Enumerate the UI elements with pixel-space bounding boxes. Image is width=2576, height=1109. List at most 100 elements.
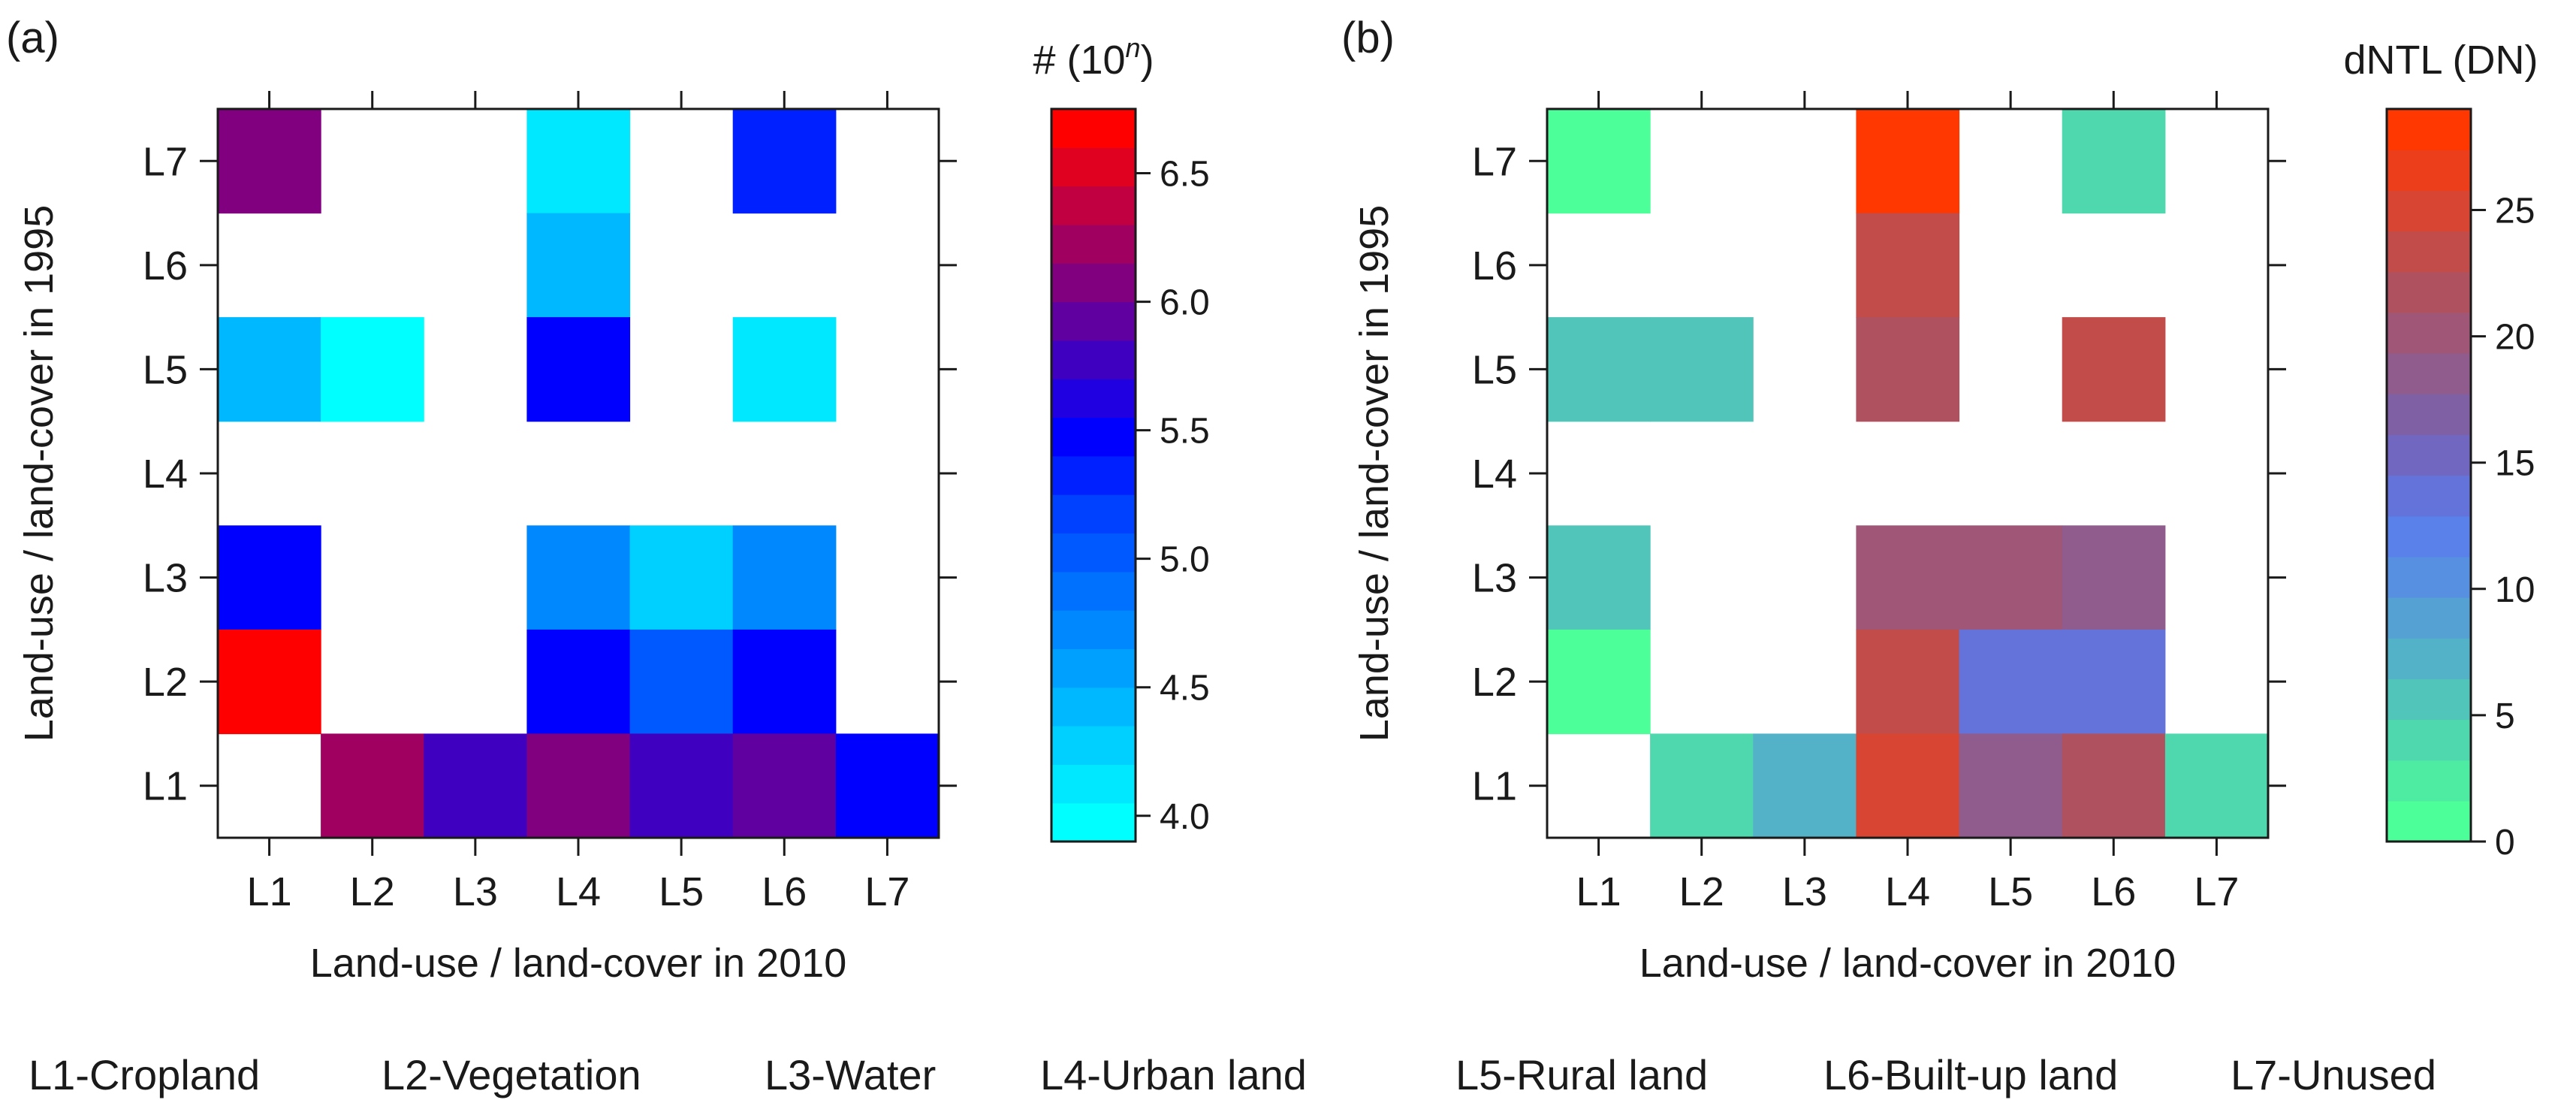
heatmap-cell-l4-l5 xyxy=(1856,317,1960,422)
heatmap-cell-l1-l3 xyxy=(1547,525,1651,630)
legend-item-l6: L6-Built-up land xyxy=(1823,1051,2118,1098)
heatmap-cell-l4-l3 xyxy=(1856,525,1960,630)
heatmap-cell-l1-l3 xyxy=(218,525,321,630)
y-tick-label-l5: L5 xyxy=(143,347,188,392)
colorbar-segment xyxy=(1051,494,1136,534)
colorbar-segment xyxy=(2387,678,2471,721)
colorbar-title: # (10n) xyxy=(1033,32,1154,83)
colorbar-segment xyxy=(2387,597,2471,639)
x-tick-label-l6: L6 xyxy=(762,869,807,914)
colorbar-segment xyxy=(1051,186,1136,225)
colorbar-tick-label: 20 xyxy=(2495,318,2535,358)
heatmap-cell-l6-l2 xyxy=(732,629,837,735)
colorbar-segment xyxy=(1051,610,1136,649)
y-tick-label-l3: L3 xyxy=(1472,556,1517,601)
y-tick-label-l4: L4 xyxy=(143,452,188,497)
heatmap-cell-l1-l5 xyxy=(218,317,321,422)
colorbar-segment xyxy=(1051,455,1136,495)
colorbar-segment xyxy=(2387,800,2471,842)
colorbar-segment xyxy=(2387,190,2471,232)
colorbar-segment xyxy=(1051,533,1136,573)
panel-label: (a) xyxy=(6,14,59,62)
panel-a-heatmap: L1 L2 L3 L4 L5 L6 L7 L1 L2 L3 L4 L5 L6 L7 Land-use / l… xyxy=(6,14,1210,986)
heatmap-cell-l6-l7 xyxy=(2062,109,2166,214)
colorbar-segment xyxy=(2387,638,2471,679)
x-tick-label-l7: L7 xyxy=(2194,869,2239,914)
legend-item-l2: L2-Vegetation xyxy=(382,1051,641,1098)
heatmap-cells xyxy=(218,109,940,839)
colorbar-segment xyxy=(2387,434,2471,476)
colorbar: 0 5 10 15 20 25 xyxy=(2385,107,2535,863)
colorbar-tick-label: 5 xyxy=(2495,697,2515,736)
colorbar-segment xyxy=(2387,760,2471,802)
heatmap-cell-l4-l7 xyxy=(526,109,631,214)
heatmap-cell-l1-l7 xyxy=(1547,109,1651,214)
legend-row: L1-Cropland L2-Vegetation L3-Water L4-Ur… xyxy=(29,1051,2436,1098)
colorbar-segment xyxy=(1051,301,1136,341)
y-axis-label: Land-use / land-cover in 1995 xyxy=(17,205,62,742)
x-tick-label-l6: L6 xyxy=(2091,869,2136,914)
colorbar-segment xyxy=(1051,802,1136,842)
legend-item-l4: L4-Urban land xyxy=(1040,1051,1307,1098)
legend-item-l3: L3-Water xyxy=(765,1051,936,1098)
x-tick-label-l2: L2 xyxy=(350,869,395,914)
x-tick-label-l3: L3 xyxy=(1782,869,1827,914)
colorbar-segment xyxy=(1051,109,1136,148)
colorbar-segment xyxy=(2387,231,2471,273)
heatmap-cell-l5-l3 xyxy=(629,525,734,630)
colorbar-segment xyxy=(1051,379,1136,419)
colorbar-segment xyxy=(2387,515,2471,558)
heatmap-cell-l2-l5 xyxy=(1650,317,1754,422)
x-tick-label-l1: L1 xyxy=(1576,869,1621,914)
x-tick-label-l3: L3 xyxy=(453,869,498,914)
panel-b-heatmap: L1 L2 L3 L4 L5 L6 L7 L1 L2 L3 L4 L5 L6 L7 Land-use / l… xyxy=(1341,14,2538,986)
colorbar-tick-label: 6.0 xyxy=(1160,283,1210,323)
heatmap-cell-l6-l7 xyxy=(732,109,837,214)
heatmap-cell-l6-l5 xyxy=(2062,317,2166,422)
colorbar-segment xyxy=(2387,353,2471,394)
heatmap-cell-l4-l2 xyxy=(526,629,631,735)
colorbar-segment xyxy=(2387,475,2471,517)
heatmap-cell-l4-l1 xyxy=(526,733,631,839)
heatmap-cell-l4-l1 xyxy=(1856,733,1960,839)
heatmap-cell-l4-l7 xyxy=(1856,109,1960,214)
colorbar-segment xyxy=(1051,726,1136,765)
colorbar-tick-label: 10 xyxy=(2495,570,2535,610)
x-tick-label-l4: L4 xyxy=(556,869,601,914)
y-tick-label-l6: L6 xyxy=(1472,243,1517,289)
heatmap-cell-l5-l2 xyxy=(1959,629,2063,735)
heatmap-cell-l6-l3 xyxy=(732,525,837,630)
heatmap-cell-l3-l1 xyxy=(424,733,527,839)
legend-item-l1: L1-Cropland xyxy=(29,1051,260,1098)
heatmap-cell-l6-l3 xyxy=(2062,525,2166,630)
heatmap-cell-l2-l5 xyxy=(321,317,424,422)
colorbar-segment xyxy=(1051,764,1136,804)
colorbar-segment xyxy=(1051,687,1136,727)
panel-label: (b) xyxy=(1341,14,1395,62)
heatmap-cell-l1-l5 xyxy=(1547,317,1651,422)
heatmap-cell-l6-l2 xyxy=(2062,629,2166,735)
colorbar-frame xyxy=(2385,107,2472,843)
y-tick-label-l7: L7 xyxy=(1472,139,1517,184)
heatmap-cell-l4-l6 xyxy=(526,213,631,318)
x-tick-label-l4: L4 xyxy=(1885,869,1930,914)
colorbar-frame xyxy=(1050,107,1137,843)
heatmap-cell-l1-l7 xyxy=(218,109,321,214)
colorbar-segment xyxy=(1051,224,1136,264)
colorbar: 4.0 4.5 5.0 5.5 6.0 6.5 xyxy=(1050,107,1210,843)
heatmap-cell-l6-l1 xyxy=(2062,733,2166,839)
colorbar-tick-label: 6.5 xyxy=(1160,155,1210,195)
heatmap-cell-l3-l1 xyxy=(1753,733,1857,839)
y-tick-label-l6: L6 xyxy=(143,243,188,289)
heatmap-cell-l4-l6 xyxy=(1856,213,1960,318)
y-tick-label-l1: L1 xyxy=(143,764,188,809)
colorbar-segment xyxy=(2387,719,2471,761)
heatmap-cell-l1-l2 xyxy=(218,629,321,735)
colorbar-segment xyxy=(1051,147,1136,187)
y-tick-label-l2: L2 xyxy=(1472,660,1517,705)
heatmap-cell-l7-l1 xyxy=(2164,733,2269,839)
colorbar-tick-label: 4.5 xyxy=(1160,669,1210,709)
colorbar-segment xyxy=(1051,571,1136,611)
x-tick-label-l1: L1 xyxy=(247,869,292,914)
